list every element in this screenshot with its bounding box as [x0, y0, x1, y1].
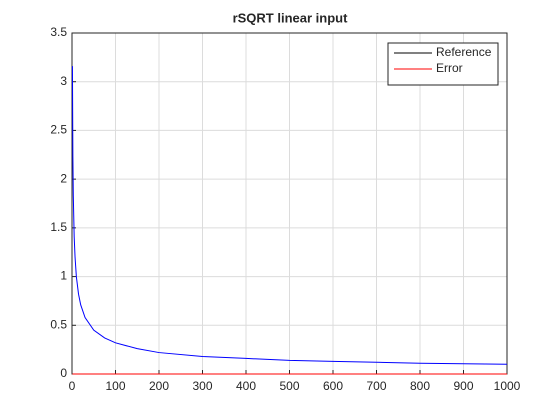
- x-tick-label: 200: [149, 379, 169, 393]
- y-tick-label: 3: [60, 74, 67, 88]
- x-tick-label: 900: [453, 379, 473, 393]
- x-tick-label: 0: [69, 379, 76, 393]
- chart-title: rSQRT linear input: [233, 10, 349, 25]
- legend-box: [387, 42, 499, 86]
- y-tick-label: 1.5: [50, 220, 67, 234]
- y-tick-label: 2.5: [50, 123, 67, 137]
- y-tick-label: 0.5: [50, 317, 67, 331]
- y-tick-label: 2: [60, 171, 67, 185]
- x-tick-label: 800: [410, 379, 430, 393]
- x-tick-label: 300: [192, 379, 212, 393]
- x-tick-label: 600: [323, 379, 343, 393]
- y-tick-label: 1: [60, 269, 67, 283]
- y-tick-label: 0: [60, 366, 67, 380]
- legend-label: Reference: [436, 45, 492, 59]
- x-tick-label: 500: [279, 379, 299, 393]
- y-tick-label: 3.5: [50, 25, 67, 39]
- x-tick-label: 1000: [494, 379, 521, 393]
- x-tick-label: 400: [236, 379, 256, 393]
- x-tick-label: 100: [105, 379, 125, 393]
- series-line: [71, 66, 508, 365]
- legend-label: Error: [436, 61, 463, 75]
- x-tick-label: 700: [366, 379, 386, 393]
